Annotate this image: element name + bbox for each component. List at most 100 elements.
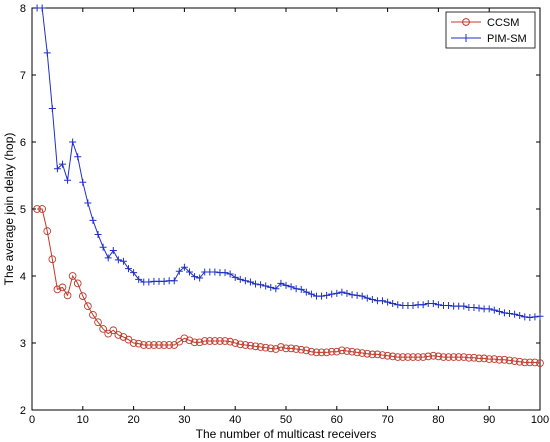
data-point-pim-sm bbox=[236, 275, 244, 283]
data-point-ccsm bbox=[536, 359, 544, 367]
data-point-pim-sm bbox=[135, 275, 143, 283]
data-point-pim-sm bbox=[368, 295, 376, 303]
data-point-pim-sm bbox=[43, 49, 51, 57]
data-point-pim-sm bbox=[490, 306, 498, 314]
data-point-ccsm bbox=[317, 348, 326, 357]
data-point-pim-sm bbox=[272, 285, 280, 293]
data-point-ccsm bbox=[495, 355, 504, 364]
data-point-pim-sm bbox=[460, 302, 468, 310]
data-point-ccsm bbox=[459, 353, 468, 361]
data-point-ccsm bbox=[277, 343, 285, 351]
data-point-pim-sm bbox=[287, 283, 295, 291]
data-point-pim-sm bbox=[328, 290, 336, 298]
data-point-ccsm bbox=[246, 341, 255, 350]
data-point-ccsm bbox=[449, 353, 458, 361]
data-point-ccsm bbox=[505, 356, 514, 365]
data-point-pim-sm bbox=[267, 283, 275, 291]
data-point-pim-sm bbox=[516, 312, 524, 320]
data-point-ccsm bbox=[409, 353, 417, 361]
data-point-pim-sm bbox=[511, 310, 519, 318]
data-point-pim-sm bbox=[307, 290, 315, 298]
y-tick-label: 2 bbox=[20, 405, 26, 417]
data-point-pim-sm bbox=[104, 254, 112, 262]
data-point-ccsm bbox=[520, 358, 529, 367]
data-point-ccsm bbox=[165, 341, 174, 349]
data-point-pim-sm bbox=[84, 199, 92, 207]
x-tick-label: 30 bbox=[178, 414, 190, 426]
data-point-pim-sm bbox=[257, 281, 265, 289]
data-point-ccsm bbox=[211, 337, 219, 345]
data-point-ccsm bbox=[312, 348, 321, 357]
data-point-ccsm bbox=[353, 348, 361, 357]
data-point-pim-sm bbox=[125, 265, 133, 273]
data-point-pim-sm bbox=[536, 312, 544, 320]
data-point-ccsm bbox=[470, 353, 478, 362]
data-point-ccsm bbox=[485, 355, 494, 363]
data-point-pim-sm bbox=[262, 282, 270, 290]
data-point-ccsm bbox=[236, 340, 245, 349]
series-line-ccsm bbox=[37, 208, 541, 364]
data-point-ccsm bbox=[109, 326, 118, 335]
x-tick-label: 60 bbox=[331, 414, 343, 426]
data-point-ccsm bbox=[155, 341, 163, 349]
data-point-ccsm bbox=[221, 337, 229, 345]
data-point-pim-sm bbox=[231, 273, 239, 281]
series-layer bbox=[33, 4, 544, 367]
x-tick-label: 0 bbox=[29, 414, 35, 426]
data-point-ccsm bbox=[383, 351, 392, 360]
data-point-pim-sm bbox=[338, 288, 346, 296]
legend-box bbox=[445, 11, 536, 49]
data-point-pim-sm bbox=[379, 297, 387, 305]
x-tick-label: 100 bbox=[531, 414, 549, 426]
data-point-ccsm bbox=[424, 352, 433, 361]
data-point-pim-sm bbox=[495, 308, 503, 316]
legend: CCSM PIM-SM bbox=[445, 11, 536, 49]
data-point-pim-sm bbox=[531, 313, 539, 321]
data-point-pim-sm bbox=[69, 138, 77, 146]
data-point-pim-sm bbox=[196, 274, 204, 282]
data-point-pim-sm bbox=[109, 247, 117, 255]
data-point-ccsm bbox=[434, 352, 443, 361]
data-point-ccsm bbox=[510, 357, 519, 365]
data-point-pim-sm bbox=[526, 314, 534, 322]
data-point-pim-sm bbox=[434, 301, 442, 309]
data-point-pim-sm bbox=[130, 269, 138, 277]
data-point-ccsm bbox=[266, 344, 275, 353]
data-point-ccsm bbox=[63, 291, 72, 300]
data-point-ccsm bbox=[525, 358, 534, 367]
data-point-pim-sm bbox=[384, 298, 392, 306]
data-point-ccsm bbox=[297, 345, 306, 354]
data-point-pim-sm bbox=[521, 313, 529, 321]
data-point-pim-sm bbox=[358, 292, 366, 300]
data-point-pim-sm bbox=[53, 165, 61, 173]
data-point-pim-sm bbox=[282, 281, 290, 289]
data-point-pim-sm bbox=[292, 285, 300, 293]
data-point-ccsm bbox=[378, 351, 387, 359]
data-point-ccsm bbox=[200, 337, 209, 345]
data-point-pim-sm bbox=[170, 277, 178, 285]
data-point-pim-sm bbox=[48, 105, 56, 112]
data-point-ccsm bbox=[160, 341, 168, 349]
data-point-ccsm bbox=[338, 346, 346, 355]
data-point-pim-sm bbox=[191, 273, 199, 281]
data-point-ccsm bbox=[73, 279, 82, 288]
y-tick-label: 3 bbox=[20, 338, 26, 350]
legend-label-pim-sm: PIM-SM bbox=[487, 33, 527, 45]
data-point-pim-sm bbox=[302, 288, 310, 296]
data-point-ccsm bbox=[490, 355, 499, 363]
data-point-pim-sm bbox=[94, 230, 102, 238]
data-point-ccsm bbox=[439, 353, 448, 361]
data-point-ccsm bbox=[398, 353, 407, 361]
data-point-pim-sm bbox=[64, 176, 72, 184]
data-point-ccsm bbox=[307, 347, 316, 356]
data-point-ccsm bbox=[332, 347, 341, 356]
data-point-pim-sm bbox=[252, 280, 260, 288]
data-point-pim-sm bbox=[394, 301, 402, 309]
data-point-ccsm bbox=[287, 344, 295, 353]
data-point-ccsm bbox=[43, 227, 52, 235]
data-point-ccsm bbox=[129, 339, 138, 347]
data-point-pim-sm bbox=[185, 268, 193, 276]
data-point-ccsm bbox=[78, 292, 87, 300]
data-point-pim-sm bbox=[445, 301, 453, 309]
data-point-ccsm bbox=[38, 205, 47, 213]
